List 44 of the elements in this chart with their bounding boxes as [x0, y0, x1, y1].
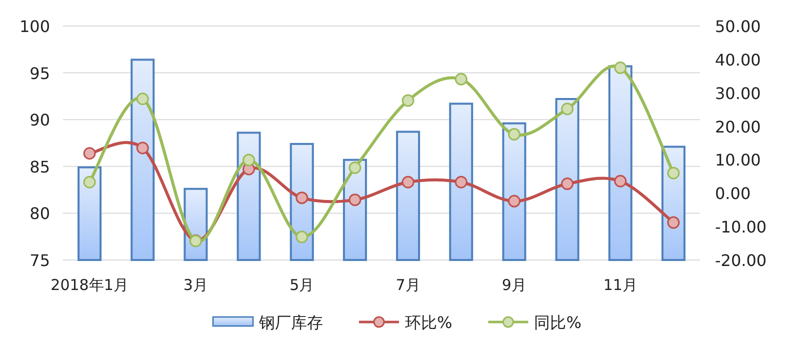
- legend-label: 环比%: [405, 313, 452, 332]
- point: [242, 154, 256, 166]
- point: [136, 92, 149, 106]
- y2-tick-label: -20.00: [715, 251, 767, 270]
- y-tick-label: 95: [30, 64, 50, 83]
- point: [508, 128, 520, 141]
- point: [402, 176, 414, 188]
- point: [348, 194, 362, 206]
- point: [402, 94, 414, 107]
- point: [561, 102, 574, 116]
- x-tick-label: 11月: [603, 276, 638, 294]
- y2-tick-label: 50.00: [715, 17, 761, 36]
- point: [296, 230, 308, 244]
- y2-tick-label: 40.00: [715, 50, 761, 70]
- x-tick-label: 7月: [396, 276, 420, 294]
- point: [83, 176, 96, 188]
- y2-tick-label: 30.00: [715, 84, 761, 103]
- y2-tick-label: 10.00: [715, 150, 761, 170]
- x-tick-label: 9月: [502, 276, 526, 294]
- point: [508, 194, 520, 208]
- y2-tick-label: -10.00: [715, 218, 767, 237]
- point: [296, 192, 308, 204]
- x-tick-label: 2018年1月: [50, 276, 128, 294]
- y2-tick-label: 20.00: [715, 117, 761, 136]
- point: [614, 174, 627, 188]
- point: [561, 178, 574, 190]
- point: [348, 161, 362, 174]
- y-tick-label: 100: [19, 17, 50, 36]
- legend-label: 钢厂库存: [258, 313, 323, 332]
- legend-label: 同比%: [534, 313, 582, 332]
- x-tick-label: 3月: [183, 276, 208, 294]
- x-tick-label: 5月: [290, 276, 314, 294]
- point: [667, 216, 680, 229]
- point: [667, 166, 680, 180]
- point: [614, 62, 627, 74]
- point: [454, 72, 468, 86]
- y-tick-label: 85: [30, 157, 50, 176]
- y-tick-label: 80: [30, 204, 50, 224]
- y2-tick-label: 0.00: [715, 184, 751, 204]
- point: [83, 147, 96, 160]
- y-tick-label: 90: [30, 110, 50, 130]
- point: [454, 176, 468, 188]
- y-tick-label: 75: [30, 251, 50, 270]
- point: [136, 142, 149, 154]
